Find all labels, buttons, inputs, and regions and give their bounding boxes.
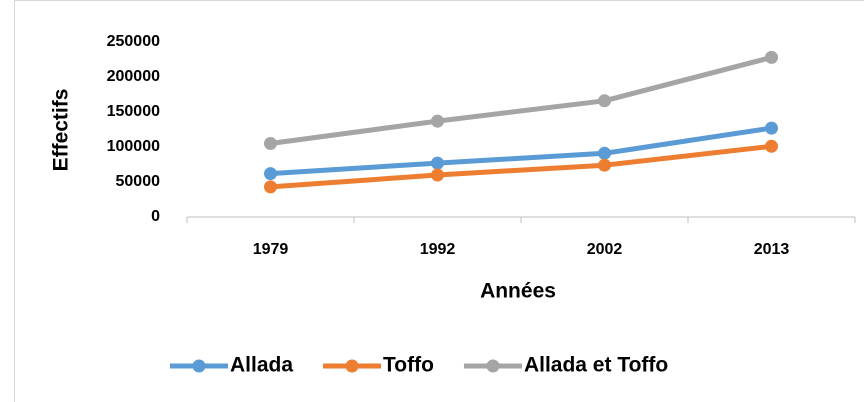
x-tick-label: 1992 <box>420 241 456 258</box>
legend-marker <box>486 359 500 373</box>
point <box>765 121 778 135</box>
point <box>765 50 778 64</box>
x-tick-label: 2013 <box>754 241 790 258</box>
point <box>431 168 444 182</box>
series-line <box>270 143 772 190</box>
point <box>264 137 277 150</box>
point <box>598 146 611 160</box>
y-tick-label: 0 <box>151 208 160 225</box>
x-tick-label: 2002 <box>587 241 623 258</box>
point <box>765 139 778 153</box>
y-tick-label: 50000 <box>116 173 161 190</box>
legend-label: Allada <box>230 354 293 377</box>
y-tick-label: 150000 <box>107 103 160 120</box>
point <box>598 158 611 172</box>
x-axis-label: Années <box>480 280 556 303</box>
legend-label: Allada et Toffo <box>524 354 668 377</box>
point <box>264 167 277 181</box>
point <box>598 94 611 108</box>
legend-marker <box>345 359 359 373</box>
x-tick-label: 1979 <box>253 241 289 258</box>
legend-marker <box>192 359 206 373</box>
series-line <box>270 125 772 177</box>
series-line <box>270 54 773 146</box>
y-axis-label: Effectifs <box>50 89 73 172</box>
y-tick-label: 100000 <box>107 138 160 155</box>
point <box>431 114 444 128</box>
point <box>264 180 277 194</box>
point <box>431 156 444 170</box>
chart-frame <box>14 0 864 402</box>
legend-label: Toffo <box>383 354 434 377</box>
y-tick-label: 250000 <box>107 33 160 50</box>
y-tick-label: 200000 <box>107 68 160 85</box>
